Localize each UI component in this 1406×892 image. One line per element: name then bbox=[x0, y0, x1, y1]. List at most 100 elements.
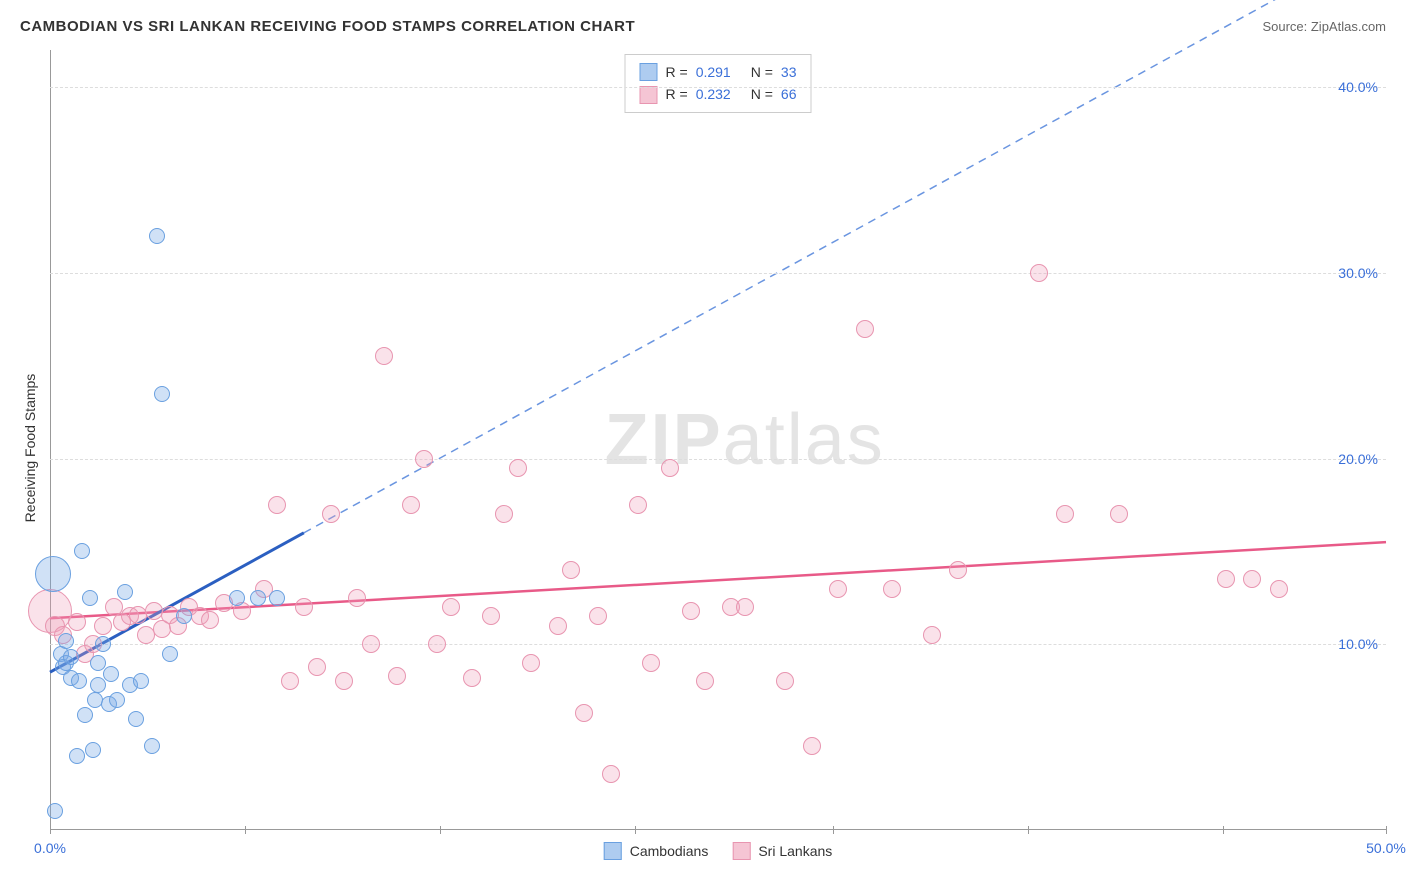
series1-point bbox=[162, 646, 178, 662]
series2-point bbox=[281, 672, 299, 690]
series2-point bbox=[642, 654, 660, 672]
series1-point bbox=[133, 673, 149, 689]
x-tick bbox=[1028, 826, 1029, 834]
chart-area: ZIPatlas R = 0.291 N = 33 R = 0.232 N = … bbox=[50, 50, 1386, 862]
series2-point bbox=[362, 635, 380, 653]
gridline-h bbox=[50, 273, 1386, 274]
x-axis bbox=[50, 829, 1386, 830]
x-tick-label: 50.0% bbox=[1366, 840, 1406, 856]
series1-point bbox=[90, 655, 106, 671]
series1-point bbox=[229, 590, 245, 606]
stats-legend: R = 0.291 N = 33 R = 0.232 N = 66 bbox=[625, 54, 812, 113]
series1-point bbox=[149, 228, 165, 244]
series1-point bbox=[63, 649, 79, 665]
series2-point bbox=[482, 607, 500, 625]
series2-point bbox=[1217, 570, 1235, 588]
swatch-series2-icon bbox=[640, 86, 658, 104]
x-tick bbox=[1386, 826, 1387, 834]
r-label: R = bbox=[666, 61, 688, 83]
series2-point bbox=[629, 496, 647, 514]
series2-point bbox=[949, 561, 967, 579]
series2-point bbox=[322, 505, 340, 523]
series2-point bbox=[415, 450, 433, 468]
series2-point bbox=[94, 617, 112, 635]
y-tick-label: 30.0% bbox=[1338, 265, 1378, 281]
trend-lines bbox=[50, 50, 1386, 862]
series1-point bbox=[69, 748, 85, 764]
series2-point bbox=[145, 602, 163, 620]
r-value-1: 0.291 bbox=[696, 61, 731, 83]
series2-point bbox=[776, 672, 794, 690]
series2-point bbox=[295, 598, 313, 616]
y-tick-label: 20.0% bbox=[1338, 451, 1378, 467]
series2-point bbox=[562, 561, 580, 579]
y-tick-label: 10.0% bbox=[1338, 636, 1378, 652]
x-tick bbox=[1223, 826, 1224, 834]
series1-point bbox=[269, 590, 285, 606]
series2-point bbox=[402, 496, 420, 514]
series2-point bbox=[549, 617, 567, 635]
chart-source: Source: ZipAtlas.com bbox=[1262, 19, 1386, 34]
series2-point bbox=[856, 320, 874, 338]
series2-point bbox=[68, 613, 86, 631]
series1-point bbox=[58, 633, 74, 649]
series2-point bbox=[696, 672, 714, 690]
series2-point bbox=[803, 737, 821, 755]
legend-row-series1: R = 0.291 N = 33 bbox=[640, 61, 797, 83]
gridline-h bbox=[50, 459, 1386, 460]
series-legend: Cambodians Sri Lankans bbox=[604, 842, 833, 860]
series2-point bbox=[495, 505, 513, 523]
x-tick bbox=[635, 826, 636, 834]
series2-point bbox=[575, 704, 593, 722]
series2-point bbox=[522, 654, 540, 672]
legend-item-series2: Sri Lankans bbox=[732, 842, 832, 860]
series2-point bbox=[602, 765, 620, 783]
series1-point bbox=[95, 636, 111, 652]
swatch-series1-icon bbox=[640, 63, 658, 81]
series2-point bbox=[923, 626, 941, 644]
series1-point bbox=[176, 608, 192, 624]
series1-point bbox=[77, 707, 93, 723]
legend-item-series1: Cambodians bbox=[604, 842, 709, 860]
series2-point bbox=[335, 672, 353, 690]
chart-title: CAMBODIAN VS SRI LANKAN RECEIVING FOOD S… bbox=[20, 18, 635, 35]
x-tick-label: 0.0% bbox=[34, 840, 66, 856]
y-axis bbox=[50, 50, 51, 830]
series1-point bbox=[117, 584, 133, 600]
series2-point bbox=[442, 598, 460, 616]
series1-point bbox=[154, 386, 170, 402]
series1-point bbox=[144, 738, 160, 754]
series2-point bbox=[308, 658, 326, 676]
series1-point bbox=[85, 742, 101, 758]
x-tick bbox=[833, 826, 834, 834]
series1-label: Cambodians bbox=[630, 843, 709, 859]
series2-point bbox=[1243, 570, 1261, 588]
n-value-1: 33 bbox=[781, 61, 797, 83]
series2-point bbox=[348, 589, 366, 607]
series2-point bbox=[736, 598, 754, 616]
series2-point bbox=[1056, 505, 1074, 523]
swatch-series2-icon bbox=[732, 842, 750, 860]
series1-point bbox=[250, 590, 266, 606]
gridline-h bbox=[50, 644, 1386, 645]
series2-point bbox=[682, 602, 700, 620]
series1-point bbox=[35, 556, 71, 592]
y-axis-label: Receiving Food Stamps bbox=[22, 374, 38, 523]
series1-point bbox=[74, 543, 90, 559]
series2-point bbox=[1110, 505, 1128, 523]
gridline-h bbox=[50, 87, 1386, 88]
x-tick bbox=[245, 826, 246, 834]
series1-point bbox=[109, 692, 125, 708]
series2-point bbox=[428, 635, 446, 653]
series1-point bbox=[47, 803, 63, 819]
series2-point bbox=[463, 669, 481, 687]
series1-point bbox=[128, 711, 144, 727]
series2-point bbox=[589, 607, 607, 625]
series2-point bbox=[1030, 264, 1048, 282]
n-label: N = bbox=[751, 61, 773, 83]
swatch-series1-icon bbox=[604, 842, 622, 860]
series2-point bbox=[201, 611, 219, 629]
series1-point bbox=[103, 666, 119, 682]
series2-point bbox=[509, 459, 527, 477]
series2-label: Sri Lankans bbox=[758, 843, 832, 859]
